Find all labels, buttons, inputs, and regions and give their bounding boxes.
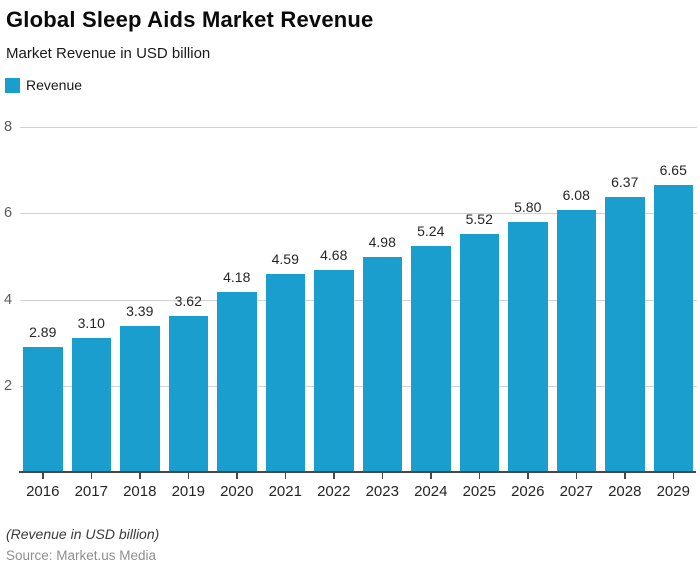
- x-axis-tick: [672, 473, 674, 479]
- bar-value-label: 6.65: [659, 162, 687, 179]
- x-axis-tick: [333, 473, 335, 479]
- x-axis-tick: [430, 473, 432, 479]
- x-tick-label: 2019: [171, 483, 205, 500]
- bar: [314, 270, 354, 472]
- bar-value-label: 4.68: [320, 247, 348, 264]
- x-tick-label: 2022: [317, 483, 351, 500]
- footnote: (Revenue in USD billion): [6, 526, 160, 542]
- bar: [71, 338, 111, 472]
- gridline: [20, 385, 697, 387]
- bar: [653, 185, 693, 472]
- x-axis-tick: [139, 473, 141, 479]
- bar-value-label: 5.24: [417, 223, 445, 240]
- x-tick-label: 2026: [511, 483, 545, 500]
- x-tick-label: 2023: [365, 483, 399, 500]
- bar: [362, 257, 402, 472]
- bar: [265, 274, 305, 472]
- x-tick-label: 2024: [414, 483, 448, 500]
- bar-value-label: 4.18: [223, 268, 251, 285]
- bar: [168, 315, 208, 472]
- bar-value-label: 6.37: [611, 174, 639, 191]
- bar: [23, 347, 63, 472]
- bar-value-label: 3.10: [77, 315, 105, 332]
- y-tick-label: 8: [4, 119, 13, 135]
- gridline: [20, 213, 697, 215]
- bar: [411, 246, 451, 472]
- bar-value-label: 5.80: [514, 198, 542, 215]
- y-tick-label: 4: [4, 291, 13, 308]
- x-axis-line: [19, 471, 696, 473]
- x-tick-label: 2016: [26, 483, 60, 500]
- bar-value-label: 5.52: [465, 210, 493, 227]
- y-tick-label: 2: [4, 377, 13, 394]
- source-text: Source: Market.us Media: [6, 548, 157, 563]
- bar: [120, 325, 160, 472]
- x-axis-tick: [236, 473, 238, 479]
- bar: [556, 209, 596, 472]
- plot-area: 2 4 6 8 2.89 2016 3.10 2017 3.39 2018 3.62 2019 4.18…: [0, 110, 700, 510]
- x-axis-tick: [527, 473, 529, 479]
- bar: [459, 233, 499, 472]
- x-axis-tick: [42, 473, 44, 479]
- x-tick-label: 2021: [268, 483, 302, 500]
- legend: Revenue: [5, 77, 82, 93]
- x-tick-label: 2018: [123, 483, 157, 500]
- x-axis-tick: [284, 473, 286, 479]
- x-axis-tick: [624, 473, 626, 479]
- bar-value-label: 4.59: [271, 251, 299, 268]
- x-tick-label: 2017: [74, 483, 108, 500]
- x-axis-tick: [478, 473, 480, 479]
- x-axis-tick: [381, 473, 383, 479]
- bar-value-label: 3.62: [174, 292, 202, 309]
- x-axis-tick: [187, 473, 189, 479]
- legend-swatch-revenue-icon: [5, 77, 20, 93]
- x-tick-label: 2029: [656, 483, 690, 500]
- chart-title: Global Sleep Aids Market Revenue: [6, 7, 374, 32]
- bar-value-label: 2.89: [29, 324, 57, 341]
- x-axis-tick: [90, 473, 92, 479]
- x-tick-label: 2028: [608, 483, 642, 500]
- x-axis-tick: [575, 473, 577, 479]
- x-tick-label: 2025: [462, 483, 496, 500]
- legend-label-revenue: Revenue: [26, 77, 83, 93]
- bar: [217, 291, 257, 472]
- chart-subtitle: Market Revenue in USD billion: [6, 45, 211, 62]
- gridline: [20, 127, 697, 128]
- bar: [508, 221, 548, 472]
- gridline: [20, 299, 697, 301]
- bar-value-label: 6.08: [562, 186, 590, 203]
- bar-value-label: 4.98: [368, 234, 396, 251]
- y-tick-label: 6: [4, 205, 13, 222]
- x-tick-label: 2027: [559, 483, 593, 500]
- x-tick-label: 2020: [220, 483, 254, 500]
- bar: [605, 197, 645, 472]
- bar-value-label: 3.39: [126, 302, 154, 319]
